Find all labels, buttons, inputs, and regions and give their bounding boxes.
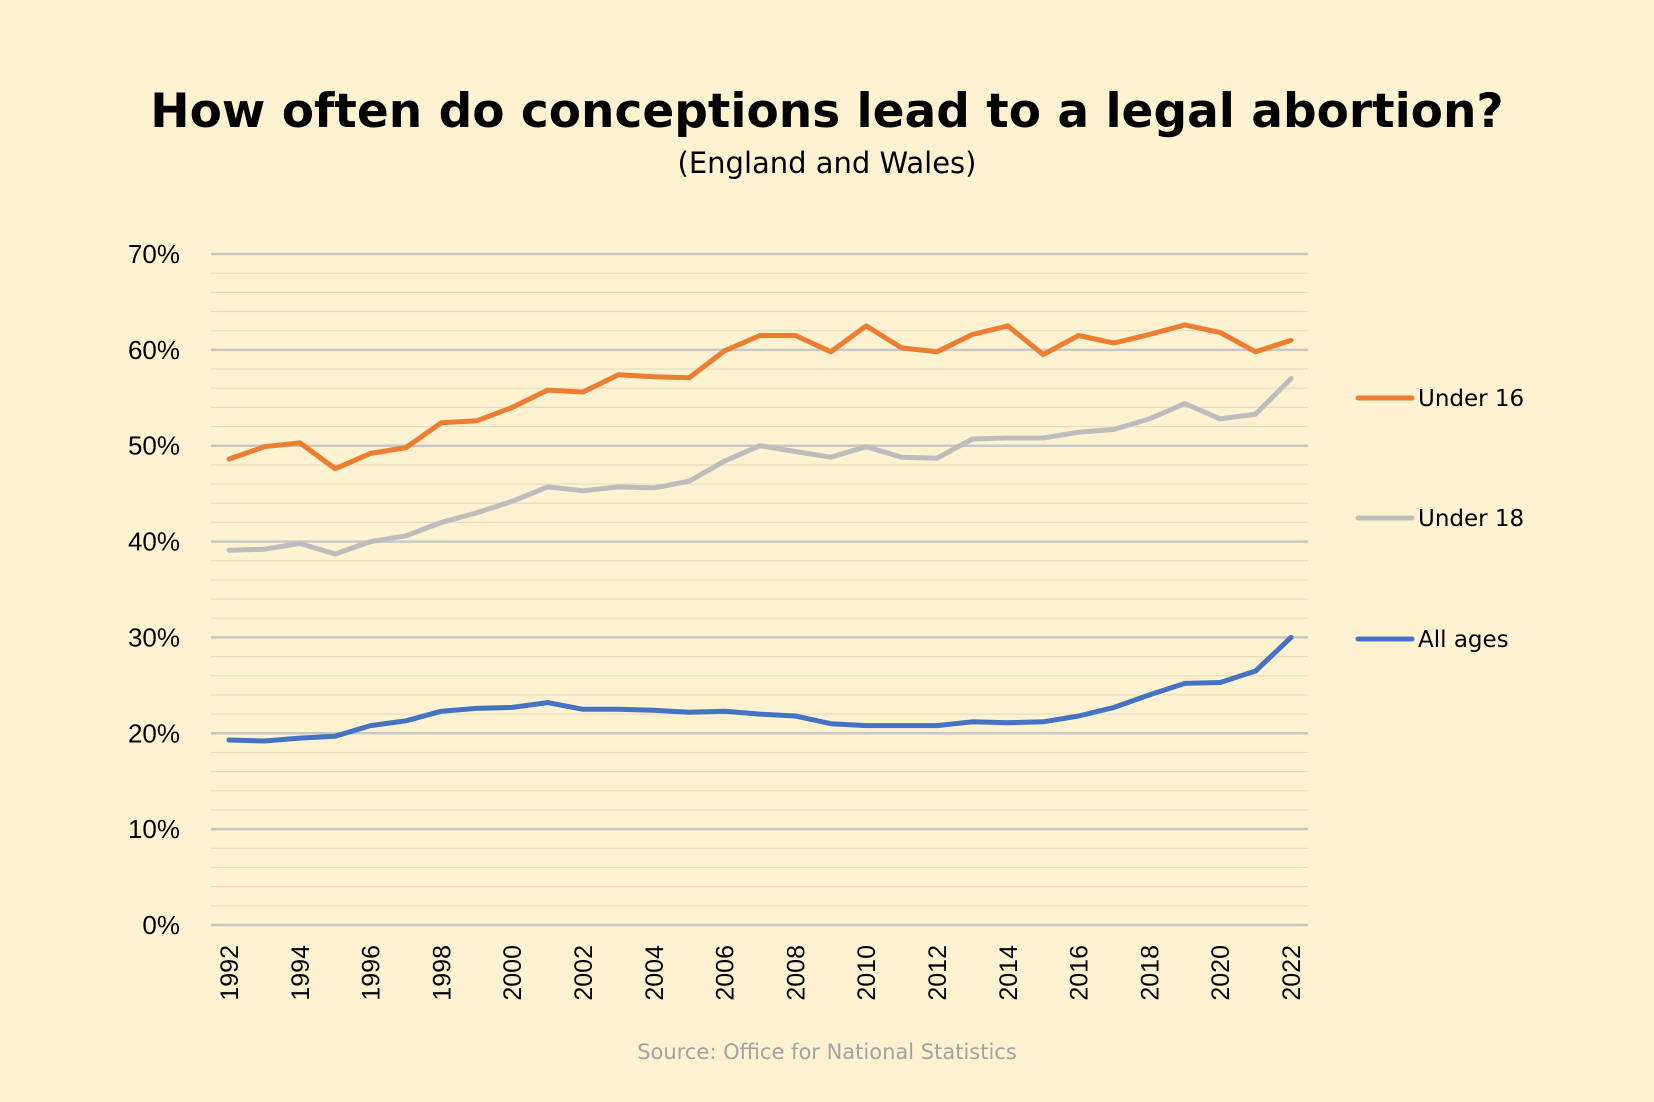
x-tick-label: 1992: [216, 945, 244, 1001]
x-axis-labels: 1992 1994 1996 1998 2000 2002 2004 2006 2008 2010…: [216, 945, 1306, 1001]
legend-label: All ages: [1418, 627, 1509, 653]
legend-label: Under 18: [1418, 506, 1524, 532]
x-tick-label: 2004: [641, 945, 669, 1001]
major-gridlines: [211, 252, 1308, 927]
x-tick-label: 2012: [924, 945, 952, 1001]
x-tick-label: 2020: [1207, 945, 1235, 1001]
x-tick-label: 1994: [287, 945, 315, 1001]
x-tick-label: 2006: [712, 945, 740, 1001]
legend-label: Under 16: [1418, 386, 1524, 412]
y-tick-label: 0%: [142, 910, 180, 940]
x-tick-label: 2022: [1278, 945, 1306, 1001]
x-tick-label: 2018: [1136, 945, 1164, 1001]
x-tick-label: 2008: [782, 945, 810, 1001]
source-note: Source: Office for National Statistics: [637, 1040, 1017, 1064]
x-tick-label: 2014: [995, 945, 1023, 1001]
series-line-all-ages: [226, 634, 1294, 744]
y-tick-label: 20%: [128, 718, 180, 748]
y-tick-label: 10%: [128, 814, 180, 844]
series-line-under-16: [226, 322, 1294, 472]
x-tick-label: 1996: [358, 945, 386, 1001]
x-tick-label: 2016: [1066, 945, 1094, 1001]
y-tick-label: 70%: [128, 239, 180, 269]
x-tick-label: 2000: [499, 945, 527, 1001]
x-tick-label: 2010: [853, 945, 881, 1001]
x-tick-label: 1998: [428, 945, 456, 1001]
x-tick-label: 2002: [570, 945, 598, 1001]
y-tick-label: 40%: [128, 527, 180, 557]
minor-gridlines: [211, 272, 1308, 907]
chart-title: How often do conceptions lead to a legal…: [150, 84, 1504, 139]
y-axis-labels: 0% 10% 20% 30% 40% 50% 60% 70%: [128, 239, 180, 940]
legend: Under 16 Under 18 All ages: [1355, 386, 1524, 653]
series-line-under-18: [226, 376, 1294, 557]
y-tick-label: 30%: [128, 622, 180, 652]
y-tick-label: 50%: [128, 431, 180, 461]
series-lines: [226, 322, 1294, 744]
chart-subtitle: (England and Wales): [677, 146, 977, 180]
y-tick-label: 60%: [128, 335, 180, 365]
